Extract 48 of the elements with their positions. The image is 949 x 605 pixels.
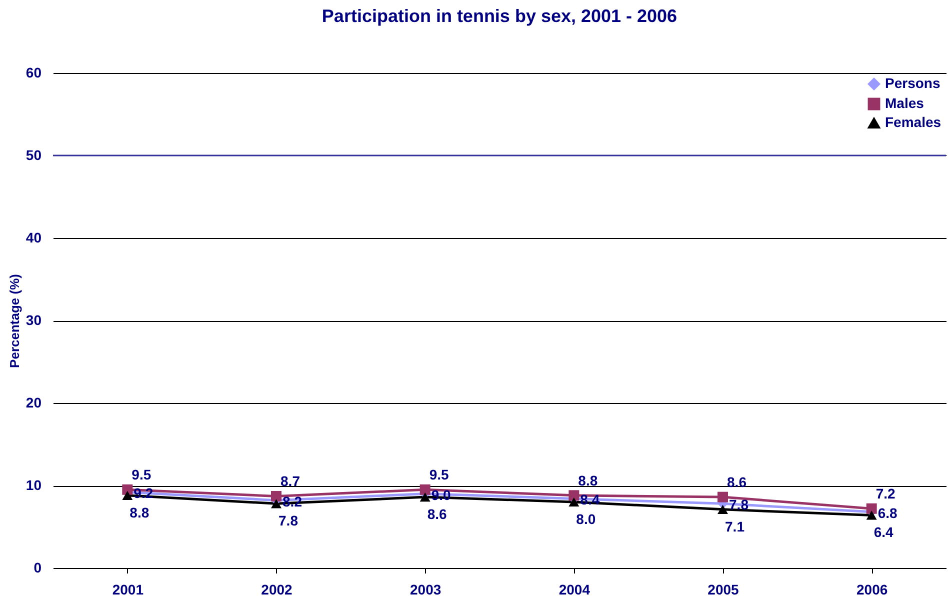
y-axis-title: Percentage (%) (6, 274, 22, 368)
y-tick-label: 0 (34, 560, 42, 576)
x-tick-label: 2006 (856, 582, 888, 598)
data-label: 8.6 (727, 474, 747, 490)
data-label: 7.2 (876, 486, 896, 502)
data-label: 6.4 (874, 524, 894, 540)
point (271, 490, 282, 502)
point (718, 492, 728, 502)
legend-label: Females (885, 114, 942, 130)
data-label: 9.2 (134, 485, 154, 502)
data-label: 8.7 (280, 473, 300, 490)
point (866, 510, 877, 520)
y-tick-label: 20 (26, 394, 42, 410)
chart-title: Participation in tennis by sex, 2001 - 2006 (322, 6, 678, 26)
data-label: 8.6 (427, 506, 448, 522)
data-label: 6.8 (878, 504, 898, 521)
x-tick-label: 2002 (261, 582, 293, 598)
point (271, 499, 282, 508)
x-tick-label: 2003 (410, 582, 442, 598)
y-tick-label: 50 (26, 147, 42, 163)
point (122, 484, 133, 495)
y-tick-label: 10 (26, 477, 42, 493)
y-tick-label: 40 (26, 230, 42, 246)
point (420, 492, 430, 502)
y-tick-label: 30 (26, 312, 42, 328)
legend-label: Males (885, 95, 924, 111)
legend-label: Persons (885, 75, 940, 91)
data-label: 7.8 (278, 512, 298, 529)
data-label: 8.4 (580, 492, 600, 508)
point (568, 497, 580, 507)
x-tick-label: 2004 (558, 582, 590, 598)
point (420, 484, 430, 495)
data-label: 8.8 (578, 472, 598, 488)
x-tick-label: 2005 (708, 582, 740, 598)
data-label: 8.2 (282, 493, 302, 510)
point (866, 503, 877, 514)
data-label: 9.0 (431, 486, 452, 503)
data-label: 9.5 (429, 466, 450, 483)
y-tick-label: 60 (26, 64, 42, 80)
data-label: 7.1 (725, 518, 745, 534)
data-label: 9.5 (132, 466, 152, 483)
data-label: 8.8 (130, 504, 150, 520)
data-label: 7.8 (729, 496, 749, 513)
point (718, 504, 728, 514)
point (568, 490, 580, 501)
x-tick-label: 2001 (112, 582, 144, 598)
data-label: 8.0 (576, 511, 596, 527)
point (122, 490, 133, 500)
